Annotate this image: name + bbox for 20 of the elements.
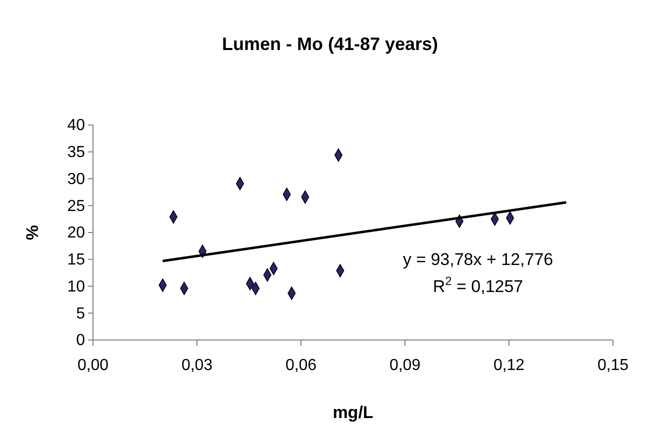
x-tick-label: 0,09: [389, 356, 421, 374]
y-tick-label: 15: [67, 251, 86, 268]
x-axis-title: mg/L: [332, 403, 374, 422]
x-tick-label: 0,15: [597, 356, 629, 374]
x-tick-label: 0,12: [493, 356, 525, 374]
y-tick-label: 35: [67, 144, 86, 161]
y-tick-label: 40: [67, 117, 86, 134]
y-tick-label: 10: [67, 278, 86, 296]
y-axis-title: %: [23, 224, 42, 240]
chart-title: Lumen - Mo (41-87 years): [222, 34, 438, 54]
annotation: R$^{2}$ = 0,1257: [432, 274, 524, 296]
y-tick-label: 25: [67, 198, 86, 215]
y-tick-label: 0: [76, 332, 86, 350]
y-tick-label: 5: [76, 305, 86, 322]
x-tick-label: 0,06: [285, 356, 317, 374]
y-tick-label: 20: [67, 224, 86, 242]
x-tick-label: 0,03: [181, 356, 213, 374]
x-tick-label: 0,00: [77, 356, 109, 374]
annotation: y = 93,78x + 12,776: [402, 250, 554, 269]
y-tick-label: 30: [67, 170, 86, 188]
